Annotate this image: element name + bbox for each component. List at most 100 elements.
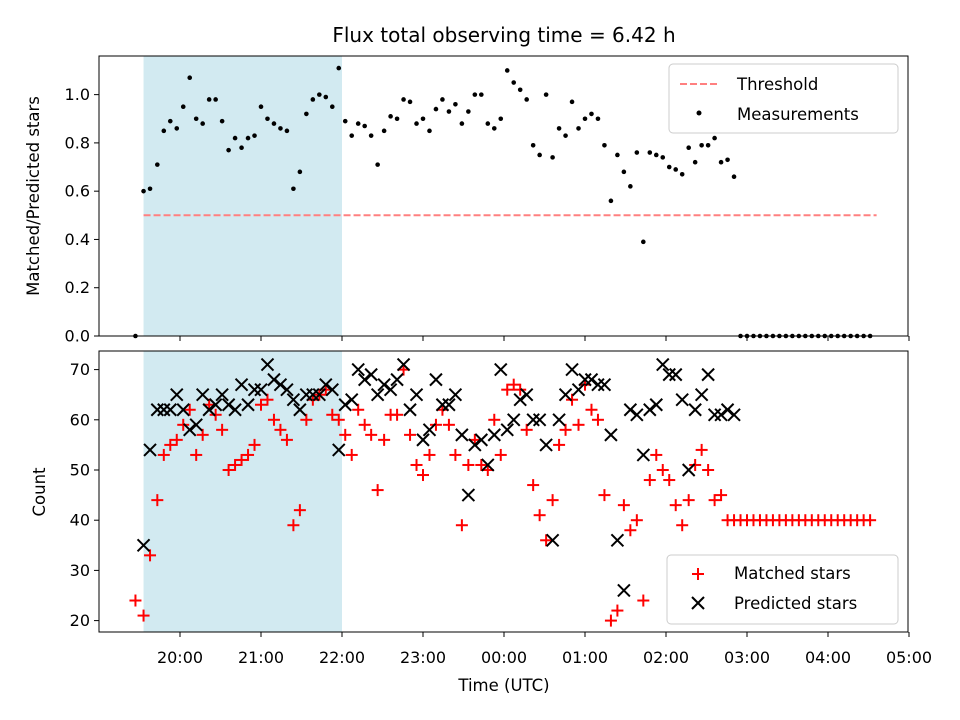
legend-predicted-swatch: [691, 596, 705, 610]
matched-star-point: [235, 453, 248, 466]
predicted-star-point: [481, 458, 495, 472]
measurement-point: [692, 159, 698, 165]
measurement-point: [673, 167, 679, 172]
measurement-point: [705, 143, 711, 148]
legend-measurements-swatch: [696, 110, 702, 116]
measurement-point: [628, 184, 633, 189]
predicted-star-point: [319, 377, 333, 392]
matched-star-point: [572, 418, 585, 431]
matched-star-point: [617, 499, 630, 512]
matched-star-point: [566, 393, 579, 406]
predicted-star-point: [332, 443, 346, 457]
predicted-star-point: [707, 408, 722, 422]
measurement-point: [381, 128, 387, 134]
matched-star-point: [455, 519, 468, 532]
matched-star-point: [274, 423, 287, 436]
measurement-point: [550, 155, 555, 160]
matched-star-point: [358, 418, 371, 431]
legend-matched-label: Matched stars: [734, 564, 851, 583]
matched-star-point: [222, 464, 235, 476]
count-y-tick-label: 40: [70, 511, 90, 530]
predicted-star-point: [157, 403, 171, 417]
predicted-star-point: [604, 428, 618, 442]
predicted-star-point: [513, 393, 527, 407]
predicted-star-point: [351, 362, 365, 377]
matched-star-point: [170, 433, 183, 446]
measurement-point: [232, 135, 238, 141]
predicted-star-point: [694, 387, 709, 402]
matched-star-point: [598, 489, 611, 502]
measurement-point: [582, 116, 588, 122]
ratio-y-axis-label: Matched/Predicted stars: [24, 96, 43, 296]
predicted-star-point: [273, 377, 288, 392]
predicted-star-point: [591, 377, 605, 392]
predicted-star-point: [532, 413, 547, 427]
predicted-star-point: [208, 398, 223, 412]
measurement-point: [491, 126, 497, 131]
measurement-point: [459, 121, 465, 126]
predicted-star-point: [610, 533, 625, 547]
predicted-star-point: [150, 403, 165, 417]
x-tick-label: 22:00: [319, 648, 365, 667]
predicted-star-point: [656, 357, 670, 372]
matched-star-point: [365, 428, 378, 441]
matched-star-point: [300, 413, 313, 426]
matched-star-point: [410, 458, 423, 471]
predicted-star-point: [675, 393, 689, 407]
matched-star-point: [663, 474, 676, 487]
measurement-point: [394, 116, 400, 122]
measurement-point: [472, 92, 478, 97]
predicted-star-point: [247, 382, 262, 397]
measurement-point: [284, 128, 290, 134]
measurement-point: [576, 126, 581, 131]
predicted-star-point: [293, 403, 307, 417]
legend-matched-swatch: [692, 568, 704, 580]
matched-star-point: [669, 499, 682, 512]
observing-window-shade: [143, 56, 342, 336]
measurement-point: [634, 150, 640, 155]
measurement-point: [141, 188, 146, 194]
matched-star-point: [682, 494, 695, 507]
matched-star-point: [280, 433, 293, 446]
predicted-star-point: [500, 423, 514, 437]
matched-star-point: [190, 448, 203, 461]
predicted-star-point: [202, 403, 216, 417]
matched-star-point: [702, 464, 715, 476]
predicted-star-point: [455, 428, 469, 442]
x-tick-label: 02:00: [643, 648, 689, 667]
predicted-star-point: [558, 387, 573, 402]
measurement-point: [155, 162, 160, 167]
matched-star-point: [216, 423, 229, 436]
legend-predicted-label: Predicted stars: [734, 594, 857, 613]
matched-star-point: [494, 448, 507, 461]
measurement-point: [485, 121, 491, 126]
predicted-star-point: [584, 372, 599, 387]
predicted-star-point: [163, 403, 177, 417]
predicted-star-point: [649, 398, 663, 412]
predicted-star-point: [429, 372, 443, 387]
measurement-point: [563, 133, 568, 138]
predicted-star-point: [545, 533, 560, 547]
predicted-star-point: [597, 377, 612, 392]
measurement-point: [304, 111, 309, 117]
x-tick-label: 05:00: [886, 648, 932, 667]
ratio-panel: Flux total observing time = 6.42 h 0.00.…: [24, 23, 910, 346]
matched-star-point: [371, 484, 384, 497]
matched-star-point: [462, 458, 475, 471]
measurement-point: [200, 121, 205, 126]
matched-star-point: [196, 428, 209, 441]
matched-star-point: [248, 438, 261, 451]
predicted-star-point: [338, 398, 352, 412]
x-tick-label: 01:00: [562, 648, 608, 667]
count-y-tick-label: 60: [70, 410, 90, 429]
matched-star-point: [293, 504, 306, 517]
predicted-star-point: [312, 387, 327, 402]
matched-star-point: [715, 489, 728, 502]
predicted-star-point: [617, 583, 631, 598]
matched-star-point: [559, 423, 572, 436]
matched-star-point: [287, 519, 300, 532]
predicted-star-point: [364, 367, 378, 382]
matched-star-point: [345, 448, 358, 461]
predicted-star-point: [727, 408, 741, 422]
measurement-point: [641, 239, 646, 245]
